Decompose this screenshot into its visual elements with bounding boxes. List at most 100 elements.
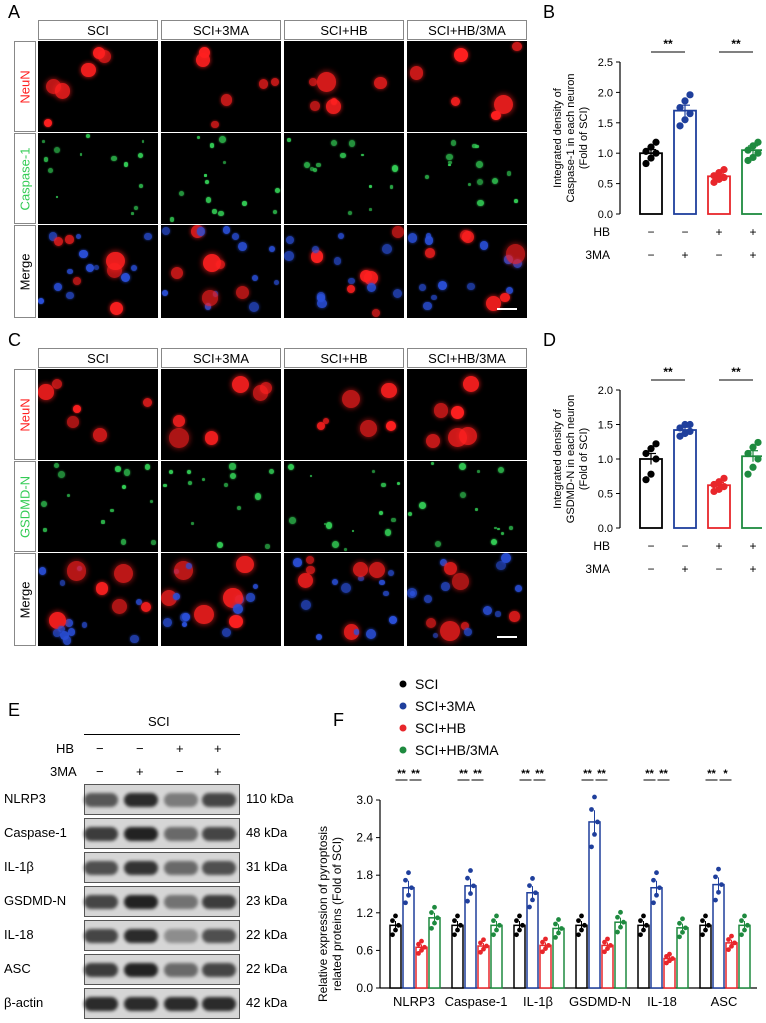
hb-sign: − [96, 741, 104, 756]
y-tick-label: 0.5 [598, 489, 613, 501]
cell-blob [95, 582, 109, 596]
cell-blob [494, 526, 497, 530]
cell-blob [210, 120, 219, 129]
cell-blob [191, 521, 194, 525]
cell-blob [440, 558, 448, 566]
cell-blob [232, 604, 243, 615]
cell-blob [254, 493, 261, 500]
cell-blob [137, 152, 144, 158]
panel-label-b: B [543, 2, 556, 22]
wb-band [164, 963, 198, 977]
cell-blob [120, 539, 127, 545]
cell-blob [246, 593, 255, 602]
cell-blob [221, 627, 231, 637]
cell-blob [123, 469, 131, 476]
y-tick-label: 1.5 [598, 420, 613, 432]
cell-blob [371, 308, 381, 318]
micrograph [284, 461, 404, 552]
row-label: Merge [14, 553, 36, 646]
cell-blob [265, 544, 270, 550]
cell-blob [230, 472, 237, 480]
wb-protein-label: ASC [4, 961, 31, 976]
data-point [419, 938, 424, 944]
cell-blob [143, 232, 152, 241]
significance-label: ** [663, 37, 673, 51]
cell-blob [497, 466, 505, 474]
wb-protein-label: IL-1β [4, 859, 34, 874]
data-point [729, 933, 734, 939]
cell-blob [372, 470, 376, 474]
cell-blob [260, 382, 273, 395]
data-point [416, 950, 421, 956]
cell-blob [271, 77, 280, 87]
y-tick-label: 2.0 [598, 87, 613, 99]
data-point [452, 932, 457, 938]
data-point [602, 949, 607, 955]
data-point [556, 930, 561, 936]
micrograph [38, 369, 158, 460]
column-header: SCI [38, 20, 158, 40]
wb-band [164, 793, 198, 807]
cell-blob [229, 614, 243, 629]
wb-group-label: SCI [148, 714, 170, 729]
cell-blob [396, 481, 400, 485]
cell-blob [65, 235, 74, 244]
legend-label: SCI [415, 676, 438, 692]
data-point [713, 874, 718, 880]
wb-band [84, 963, 118, 977]
y-axis-label-line: Integrated density of [552, 87, 564, 188]
treatment-label: HB [593, 225, 610, 239]
y-axis-label-line: (Fold of SCI) [578, 107, 590, 169]
cell-blob [130, 264, 138, 272]
cell-blob [222, 226, 231, 234]
data-point [677, 934, 682, 940]
cell-blob [444, 562, 458, 576]
data-point [686, 91, 694, 99]
cell-blob [462, 376, 479, 393]
cell-blob [169, 217, 174, 222]
cell-blob [515, 585, 523, 592]
micrograph [284, 133, 404, 224]
cell-blob [151, 540, 156, 545]
wb-band [84, 827, 118, 841]
treatment-sign: − [715, 562, 722, 576]
cell-blob [448, 163, 451, 167]
treatment-label: 3MA [585, 248, 610, 262]
cell-blob [346, 284, 356, 294]
row-label-text: NeuN [17, 397, 33, 432]
data-point [644, 922, 649, 928]
cell-blob [343, 547, 347, 551]
cell-blob [43, 528, 47, 532]
hb-sign: + [214, 741, 222, 756]
data-point [478, 949, 483, 955]
cell-blob [38, 384, 54, 400]
data-point [468, 891, 473, 896]
cell-blob [251, 274, 258, 281]
data-point [458, 922, 463, 928]
cell-blob [44, 157, 49, 162]
cell-blob [312, 167, 318, 173]
data-point [530, 876, 535, 881]
cell-blob [477, 199, 484, 207]
cell-blob [448, 161, 452, 165]
cell-blob [324, 522, 327, 525]
cell-blob [293, 557, 302, 567]
data-point [589, 844, 594, 850]
legend-marker [399, 680, 407, 688]
data-point [618, 909, 623, 915]
micrograph [284, 553, 404, 646]
data-point [396, 922, 401, 928]
cell-blob [353, 629, 360, 635]
cell-blob [393, 288, 403, 298]
cell-blob [450, 97, 460, 107]
legend-label: SCI+HB [415, 720, 466, 736]
cell-blob [172, 593, 181, 601]
wb-band [124, 997, 158, 1011]
data-point [677, 920, 682, 926]
cell-blob [425, 233, 431, 239]
micrograph [38, 133, 158, 224]
data-point [409, 885, 414, 891]
cell-blob [168, 469, 173, 475]
significance-label: ** [397, 768, 406, 780]
cell-blob [205, 197, 212, 203]
